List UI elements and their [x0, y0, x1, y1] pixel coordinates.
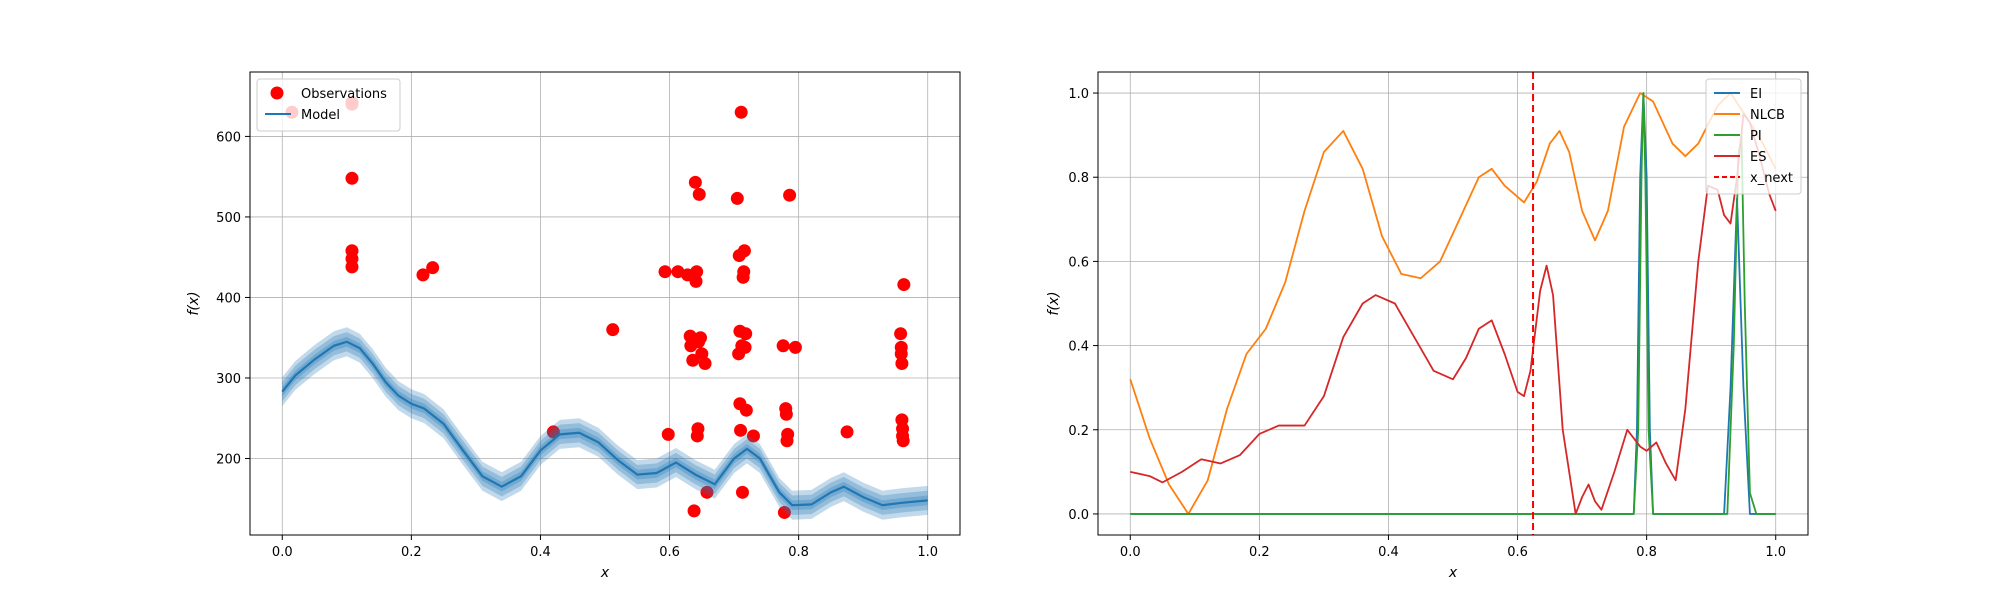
legend-label: x_next — [1750, 171, 1793, 186]
observation-point — [783, 188, 797, 202]
legend-label: EI — [1750, 87, 1762, 102]
legend: EI NLCB PI ES x_next — [1705, 78, 1802, 195]
observation-point — [416, 268, 430, 282]
observation-point — [730, 191, 744, 205]
y-axis-label: f(x) — [186, 291, 202, 315]
y-tick-label: 0.0 — [1068, 508, 1089, 523]
plot-area — [1129, 72, 1777, 535]
observation-point — [896, 434, 910, 448]
chart-model-observations: 0.0 0.2 0.4 0.6 0.8 1.0 200 300 400 500 600 x f(x) Ob… — [186, 71, 961, 581]
series-line-es — [1130, 113, 1777, 515]
observation-point — [606, 323, 620, 337]
observation-point — [345, 171, 359, 185]
x-tick-label: 0.0 — [1120, 545, 1141, 560]
x-tick-label: 0.4 — [530, 545, 551, 560]
x-tick-label: 0.6 — [659, 545, 680, 560]
legend-label: ES — [1750, 150, 1766, 165]
legend-label: NLCB — [1750, 108, 1785, 123]
observation-point — [658, 265, 672, 279]
y-tick-label: 600 — [216, 130, 241, 145]
x-tick-label: 0.4 — [1378, 545, 1399, 560]
observation-point — [894, 347, 908, 361]
observation-point — [737, 265, 751, 279]
x-tick-label: 1.0 — [917, 545, 938, 560]
observation-point — [897, 278, 911, 292]
observation-point — [694, 331, 708, 345]
chart-acquisition-functions: 0.0 0.2 0.4 0.6 0.8 1.0 0.0 0.2 0.4 0.6 0.8 1.0 x f(x… — [1046, 71, 1809, 581]
y-tick-label: 300 — [216, 372, 241, 387]
observation-point — [688, 175, 702, 189]
observation-point — [737, 244, 751, 258]
legend-label: Observations — [301, 87, 387, 102]
axes-frame — [249, 71, 961, 536]
y-tick-label: 200 — [216, 453, 241, 468]
y-tick-label: 400 — [216, 291, 241, 306]
observation-point — [840, 425, 854, 439]
observation-point — [734, 423, 748, 437]
x-tick-label: 0.0 — [272, 545, 293, 560]
y-tick-label: 0.8 — [1068, 171, 1089, 186]
observation-point — [734, 105, 748, 119]
legend-label: PI — [1750, 129, 1762, 144]
observation-point — [546, 425, 560, 439]
observation-point — [691, 422, 705, 436]
observation-point — [735, 485, 749, 499]
x-axis-label: x — [600, 565, 610, 581]
observation-point — [426, 261, 440, 275]
x-tick-label: 0.2 — [401, 545, 422, 560]
observation-point — [686, 353, 700, 367]
observation-point — [779, 407, 793, 421]
x-tick-label: 0.8 — [788, 545, 809, 560]
observation-point — [692, 187, 706, 201]
y-tick-label: 0.4 — [1068, 340, 1089, 355]
observation-point — [689, 274, 703, 288]
observation-point — [700, 485, 714, 499]
x-tick-label: 0.8 — [1636, 545, 1657, 560]
series-line-pi — [1130, 92, 1776, 515]
observation-point — [781, 427, 795, 441]
series-line-nlcb — [1129, 92, 1777, 515]
model-confidence-band — [282, 336, 928, 511]
y-tick-label: 0.2 — [1068, 424, 1089, 439]
observation-point — [738, 340, 752, 354]
legend-box — [256, 78, 401, 132]
legend: Observations Model — [256, 78, 401, 132]
observation-point — [690, 265, 704, 279]
observation-point — [895, 356, 909, 370]
observation-point — [345, 260, 359, 274]
y-tick-label: 500 — [216, 211, 241, 226]
observation-point — [739, 327, 753, 341]
legend-label: Model — [301, 108, 340, 123]
observation-point — [739, 403, 753, 417]
x-axis-label: x — [1448, 565, 1458, 581]
x-tick-label: 1.0 — [1765, 545, 1786, 560]
legend-box — [1705, 78, 1802, 195]
y-tick-label: 0.6 — [1068, 255, 1089, 270]
legend-marker — [270, 86, 284, 100]
x-tick-label: 0.6 — [1507, 545, 1528, 560]
observation-point — [698, 356, 712, 370]
observation-point — [776, 339, 790, 353]
y-axis-label: f(x) — [1046, 291, 1062, 315]
observation-point — [661, 427, 675, 441]
x-tick-label: 0.2 — [1249, 545, 1270, 560]
y-tick-label: 1.0 — [1068, 87, 1089, 102]
plot-area — [281, 96, 928, 520]
model-line — [281, 340, 928, 507]
observation-point — [777, 505, 791, 519]
axes-frame — [1097, 71, 1809, 536]
observation-point — [746, 429, 760, 443]
observation-point — [687, 504, 701, 518]
observation-point — [788, 340, 802, 354]
observation-point — [894, 327, 908, 341]
